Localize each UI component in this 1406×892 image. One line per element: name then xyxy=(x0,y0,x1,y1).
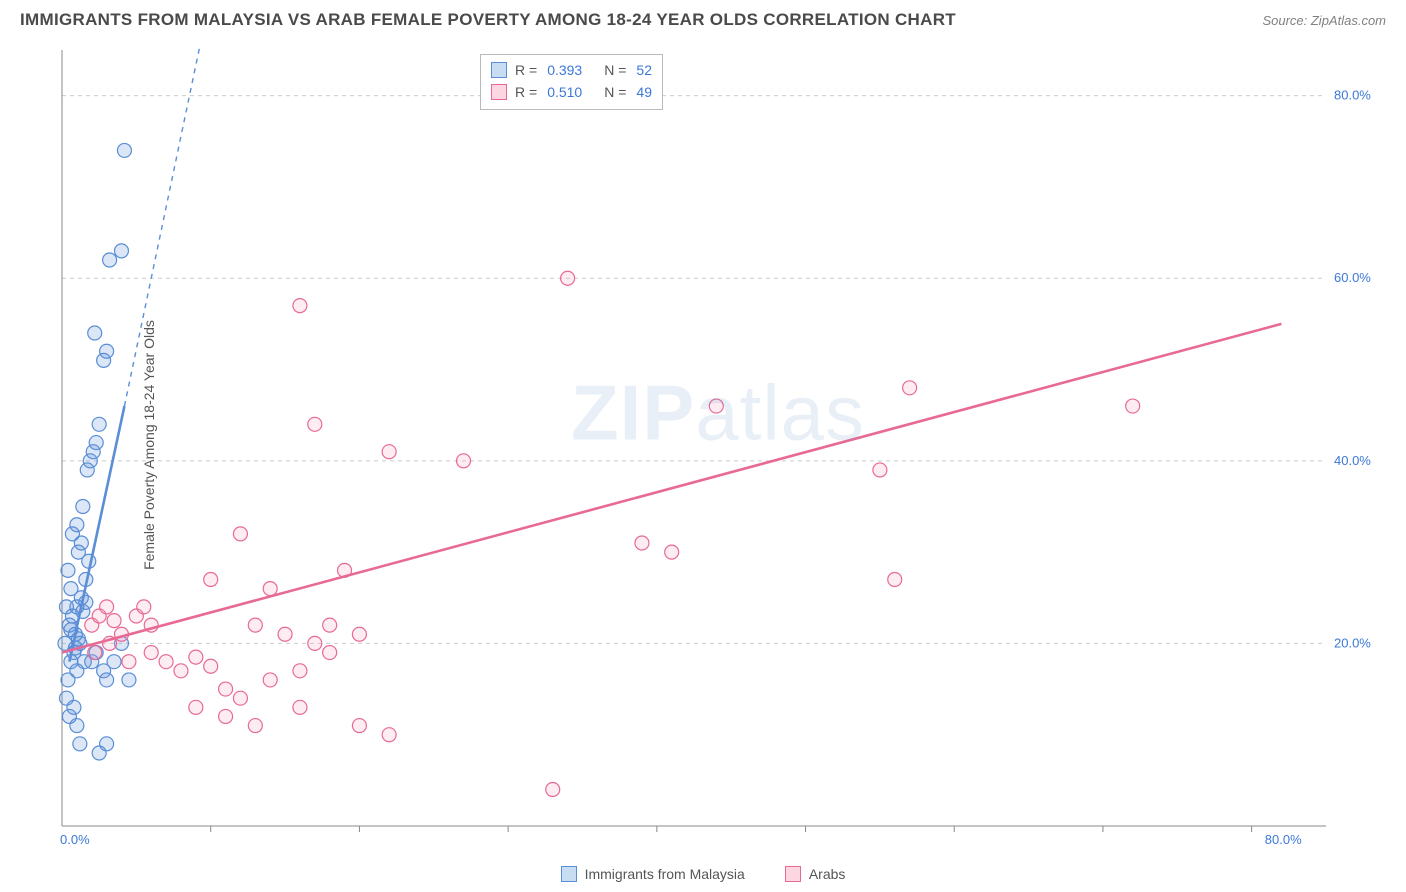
r-value: 0.393 xyxy=(547,59,582,81)
series-legend-item: Immigrants from Malaysia xyxy=(561,866,745,882)
svg-text:80.0%: 80.0% xyxy=(1265,832,1302,846)
series-legend-label: Arabs xyxy=(809,866,846,882)
scatter-plot: 20.0% 40.0% 60.0% 80.0% 0.0% 80.0% xyxy=(50,44,1386,846)
correlation-legend-row: R = 0.510 N = 49 xyxy=(491,81,652,103)
svg-text:20.0%: 20.0% xyxy=(1334,635,1371,650)
chart-title: IMMIGRANTS FROM MALAYSIA VS ARAB FEMALE … xyxy=(20,10,956,30)
n-value: 52 xyxy=(636,59,652,81)
n-label: N = xyxy=(604,81,626,103)
r-label: R = xyxy=(515,81,537,103)
svg-text:80.0%: 80.0% xyxy=(1334,88,1371,103)
correlation-legend-row: R = 0.393 N = 52 xyxy=(491,59,652,81)
legend-swatch xyxy=(491,84,507,100)
svg-text:40.0%: 40.0% xyxy=(1334,453,1371,468)
r-value: 0.510 xyxy=(547,81,582,103)
legend-swatch xyxy=(491,62,507,78)
y-axis-label: Female Poverty Among 18-24 Year Olds xyxy=(141,320,157,570)
svg-text:60.0%: 60.0% xyxy=(1334,270,1371,285)
series-legend: Immigrants from Malaysia Arabs xyxy=(0,866,1406,882)
svg-text:0.0%: 0.0% xyxy=(60,832,90,846)
series-legend-item: Arabs xyxy=(785,866,846,882)
series-legend-label: Immigrants from Malaysia xyxy=(585,866,745,882)
n-label: N = xyxy=(604,59,626,81)
r-label: R = xyxy=(515,59,537,81)
legend-swatch xyxy=(785,866,801,882)
plot-area: Female Poverty Among 18-24 Year Olds 20.… xyxy=(50,44,1386,846)
correlation-legend: R = 0.393 N = 52 R = 0.510 N = 49 xyxy=(480,54,663,110)
n-value: 49 xyxy=(636,81,652,103)
legend-swatch xyxy=(561,866,577,882)
source-label: Source: ZipAtlas.com xyxy=(1262,13,1386,28)
